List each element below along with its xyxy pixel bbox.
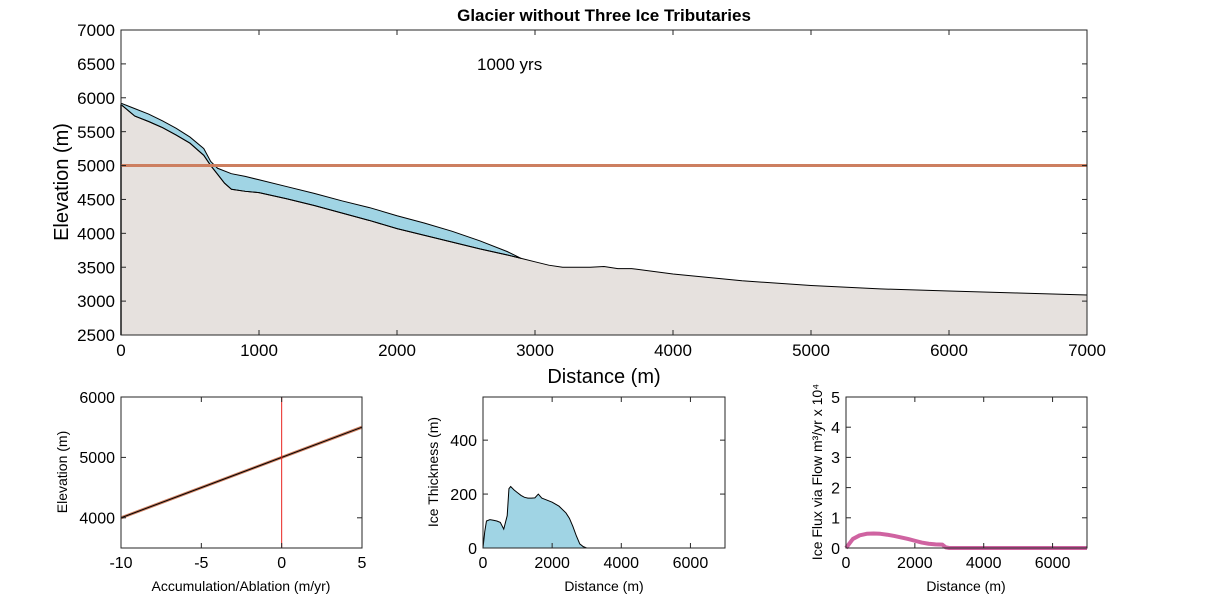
- main-ytick-label: 5500: [77, 123, 115, 142]
- mass-balance-ytick-label: 6000: [79, 390, 115, 407]
- main-ytick-label: 4500: [77, 191, 115, 210]
- flux-ytick-label: 0: [831, 541, 840, 558]
- mass-balance-panel: -10 -5 0 5 4000 5000 6000 Accumulation/Ablatio…: [54, 390, 367, 594]
- flux-xtick-label: 2000: [897, 555, 933, 572]
- mass-balance-axes-frame: [120, 396, 363, 549]
- main-plot-area: [120, 102, 1088, 335]
- thickness-panel: 0 2000 4000 6000 0 200 400 Distance (m) Ice Th…: [425, 396, 726, 594]
- mass-balance-xtick-label: 5: [358, 555, 367, 572]
- thickness-xtick-label: 4000: [603, 555, 639, 572]
- main-ytick-label: 7000: [77, 21, 115, 40]
- main-xtick-label: 2000: [378, 341, 416, 360]
- main-xtick-label: 6000: [930, 341, 968, 360]
- flux-xtick-label: 6000: [1035, 555, 1071, 572]
- thickness-plot-area: [482, 485, 725, 549]
- main-ytick-label: 3500: [77, 258, 115, 277]
- thickness-ticks: 0 2000 4000 6000 0 200 400: [450, 397, 725, 572]
- mass-balance-xtick-label: -5: [194, 555, 208, 572]
- flux-ylabel: Ice Flux via Flow m³/yr x 10⁴: [809, 384, 825, 560]
- main-xtick-label: 3000: [516, 341, 554, 360]
- thickness-ytick-label: 0: [468, 541, 477, 558]
- flux-ytick-label: 5: [831, 390, 840, 407]
- main-title: Glacier without Three Ice Tributaries: [457, 6, 751, 25]
- flux-ytick-label: 2: [831, 480, 840, 497]
- main-xtick-label: 5000: [792, 341, 830, 360]
- thickness-ytick-label: 200: [450, 487, 477, 504]
- thickness-axes-frame: [482, 396, 726, 549]
- main-panel: Glacier without Three Ice Tributaries 10…: [51, 6, 1106, 388]
- bedrock-area: [121, 104, 1087, 335]
- main-ytick-label: 3000: [77, 292, 115, 311]
- thickness-area: [482, 485, 725, 549]
- flux-line: [844, 531, 1087, 550]
- main-xtick-label: 0: [116, 341, 125, 360]
- mass-balance-xtick-label: -10: [109, 555, 132, 572]
- mass-balance-xtick-label: 0: [277, 555, 286, 572]
- main-annotation: 1000 yrs: [477, 55, 542, 74]
- bedrock-line: [120, 104, 1088, 296]
- flux-plot-area: [844, 531, 1087, 550]
- main-ytick-label: 6500: [77, 55, 115, 74]
- thickness-xlabel: Distance (m): [564, 578, 643, 594]
- thickness-xtick-label: 6000: [673, 555, 709, 572]
- flux-axes-frame: [845, 396, 1088, 549]
- thickness-xtick-label: 2000: [534, 555, 570, 572]
- mass-balance-ylabel: Elevation (m): [54, 431, 70, 513]
- mass-balance-ytick-label: 4000: [79, 511, 115, 528]
- flux-ytick-label: 4: [831, 420, 840, 437]
- flux-xtick-label: 4000: [966, 555, 1002, 572]
- mass-balance-plot-area: [120, 397, 363, 548]
- main-xlabel: Distance (m): [547, 366, 660, 388]
- thickness-ytick-label: 400: [450, 433, 477, 450]
- main-xtick-label: 7000: [1068, 341, 1106, 360]
- flux-ytick-label: 3: [831, 450, 840, 467]
- main-ytick-label: 4000: [77, 224, 115, 243]
- main-ticks: 0 1000 2000 3000 4000 5000 6000 7000 2500 3000 350…: [77, 21, 1106, 360]
- main-ytick-label: 2500: [77, 326, 115, 345]
- main-xtick-label: 1000: [240, 341, 278, 360]
- flux-xlabel: Distance (m): [926, 578, 1005, 594]
- mass-balance-line: [120, 426, 363, 519]
- thickness-xtick-label: 0: [479, 555, 488, 572]
- thickness-ylabel: Ice Thickness (m): [425, 417, 441, 527]
- main-ytick-label: 5000: [77, 157, 115, 176]
- flux-ytick-label: 1: [831, 511, 840, 528]
- mass-balance-ticks: -10 -5 0 5 4000 5000 6000: [79, 390, 366, 572]
- flux-ticks: 0 2000 4000 6000 0 1 2 3 4 5: [831, 390, 1087, 572]
- main-axes-frame: [120, 29, 1088, 336]
- main-xtick-label: 4000: [654, 341, 692, 360]
- mass-balance-xlabel: Accumulation/Ablation (m/yr): [152, 578, 331, 594]
- main-ytick-label: 6000: [77, 89, 115, 108]
- main-ylabel: Elevation (m): [51, 123, 73, 241]
- flux-xtick-label: 0: [842, 555, 851, 572]
- flux-panel: 0 2000 4000 6000 0 1 2 3 4 5 Distance (m) Ice Flu…: [809, 384, 1088, 594]
- mass-balance-ytick-label: 5000: [79, 450, 115, 467]
